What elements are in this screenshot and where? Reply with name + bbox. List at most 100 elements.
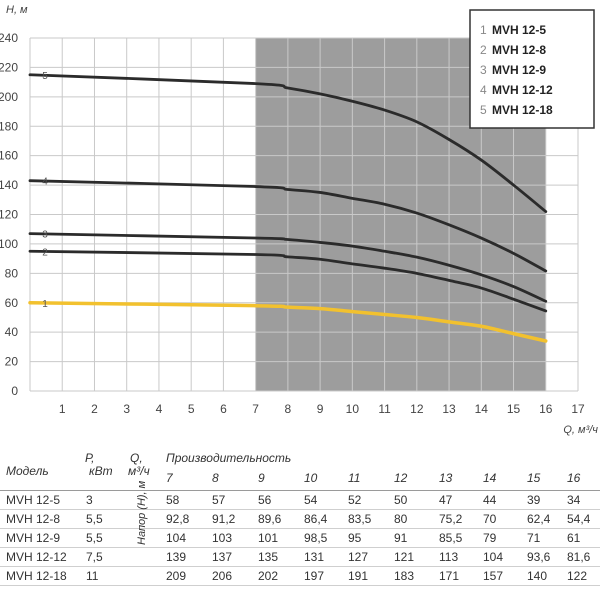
performance-header: Производительность: [166, 451, 292, 465]
flow-value-cell: 16: [567, 471, 581, 485]
head-value-cell: 209: [166, 569, 187, 583]
legend-box: [469, 9, 595, 129]
x-tick-label: 17: [571, 402, 585, 416]
x-tick-label: 2: [91, 402, 98, 416]
legend-number: 4: [480, 83, 487, 97]
head-value-cell: 131: [304, 550, 325, 564]
head-value-cell: 202: [258, 569, 279, 583]
curve-series-2: [28, 249, 548, 313]
curve-series-4: [28, 179, 548, 273]
head-value-cell: 206: [212, 569, 233, 583]
head-value-cell: 34: [567, 493, 581, 507]
legend-entry: MVH 12-9: [492, 63, 546, 77]
y-tick-label: 120: [0, 208, 18, 222]
curve-series-3: [28, 232, 548, 303]
y-axis-title: H, м: [6, 4, 28, 16]
head-value-cell: 113: [439, 550, 459, 564]
head-value-cell: 57: [212, 493, 226, 507]
y-tick-label: 80: [5, 266, 19, 280]
y-tick-label: 200: [0, 90, 18, 104]
head-value-cell: 91,2: [212, 512, 236, 526]
head-value-cell: 98,5: [304, 531, 328, 545]
curve-series-1: [28, 301, 548, 343]
head-value-cell: 86,4: [304, 512, 328, 526]
head-value-cell: 71: [527, 531, 541, 545]
flow-value-cell: 12: [394, 471, 408, 485]
x-tick-label: 6: [220, 402, 227, 416]
head-value-cell: 52: [348, 493, 362, 507]
curve-number-label: 2: [42, 247, 48, 258]
model-cell: MVH 12-18: [6, 569, 67, 583]
head-value-cell: 135: [258, 550, 279, 564]
head-value-cell: 140: [527, 569, 548, 583]
head-value-cell: 39: [527, 493, 541, 507]
x-tick-label: 14: [475, 402, 489, 416]
legend-number: 2: [480, 43, 487, 57]
head-value-cell: 85,5: [439, 531, 463, 545]
legend-entry: MVH 12-12: [492, 83, 553, 97]
table-row: MVH 12-8 5,5 92,8 91,2 89,6 86,4 83,5 80 75,2 70 6…: [0, 510, 600, 528]
y-tick-label: 220: [0, 60, 18, 74]
model-header: Модель: [6, 464, 49, 478]
power-cell: 3: [86, 493, 93, 507]
curve-number-label: 5: [42, 71, 48, 82]
x-tick-label: 5: [188, 402, 195, 416]
power-header: Р,: [85, 451, 95, 465]
power-cell: 5,5: [86, 531, 103, 545]
y-tick-label: 60: [5, 296, 19, 310]
head-value-cell: 75,2: [439, 512, 463, 526]
head-value-cell: 91: [394, 531, 408, 545]
legend-entry: MVH 12-8: [492, 43, 546, 57]
head-value-cell: 70: [483, 512, 497, 526]
table-row: MVH 12-18 11 209 206 202 197 191 183 171 157 140 12…: [0, 567, 600, 585]
flow-value-cell: 10: [304, 471, 318, 485]
head-value-cell: 61: [567, 531, 581, 545]
legend-number: 3: [480, 63, 487, 77]
x-tick-label: 8: [285, 402, 292, 416]
head-value-cell: 171: [439, 569, 460, 583]
table-header-row-2: Модель кВт м³/ч: [0, 462, 600, 480]
head-value-cell: 104: [483, 550, 504, 564]
flow-value-cell: 15: [527, 471, 541, 485]
flow-value-cell: 7: [166, 471, 173, 485]
head-value-cell: 197: [304, 569, 325, 583]
model-cell: MVH 12-12: [6, 550, 67, 564]
x-tick-label: 3: [123, 402, 130, 416]
x-tick-label: 9: [317, 402, 324, 416]
head-value-cell: 92,8: [166, 512, 190, 526]
model-cell: MVH 12-8: [6, 512, 61, 526]
model-cell: MVH 12-9: [6, 531, 61, 545]
head-value-cell: 62,4: [527, 512, 551, 526]
head-value-cell: 89,6: [258, 512, 282, 526]
flow-value-cell: 8: [212, 471, 219, 485]
model-cell: MVH 12-5: [6, 493, 61, 507]
row-divider: [0, 566, 600, 567]
row-divider: [0, 509, 600, 510]
y-tick-label: 40: [5, 325, 19, 339]
power-cell: 7,5: [86, 550, 103, 564]
flow-header: Q,: [130, 451, 143, 465]
flow-value-cell: 14: [483, 471, 497, 485]
head-value-cell: 47: [439, 493, 453, 507]
power-unit-header: кВт: [89, 464, 113, 478]
x-tick-label: 11: [378, 402, 391, 416]
head-value-cell: 58: [166, 493, 180, 507]
legend-number: 1: [480, 23, 487, 37]
table-row: MVH 12-5 3 58 57 56 54 52 50 47 44 39 34: [0, 491, 600, 509]
table-row: MVH 12-12 7,5 139 137 135 131 127 121 113 104 93,6…: [0, 548, 600, 566]
legend-entry: MVH 12-5: [492, 23, 546, 37]
head-value-cell: 44: [483, 493, 497, 507]
legend-number: 5: [480, 103, 487, 117]
head-value-cell: 54,4: [567, 512, 591, 526]
flow-value-cell: 13: [439, 471, 453, 485]
y-tick-label: 180: [0, 119, 18, 133]
row-divider: [0, 547, 600, 548]
head-label: Напор (H), м: [136, 480, 148, 545]
curve-series-5: [28, 73, 548, 213]
x-tick-label: 15: [507, 402, 521, 416]
head-value-cell: 54: [304, 493, 318, 507]
head-value-cell: 56: [258, 493, 272, 507]
head-value-cell: 127: [348, 550, 369, 564]
power-cell: 5,5: [86, 512, 103, 526]
